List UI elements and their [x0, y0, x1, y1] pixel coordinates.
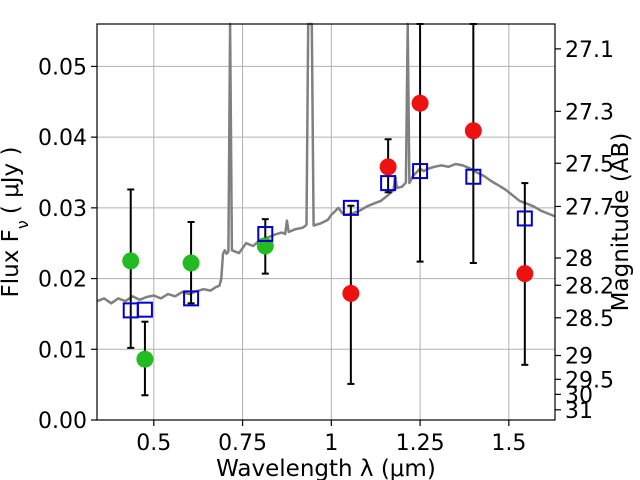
spectrum-line — [96, 22, 556, 305]
mag-tick-label: 29 — [565, 345, 593, 370]
flux-point — [122, 252, 140, 270]
model-point — [380, 175, 397, 192]
x-axis-label: Wavelength λ (μm) — [216, 456, 436, 480]
mag-tick-label: 30 — [565, 383, 593, 408]
x-tick-label: 1 — [324, 431, 338, 456]
y-tick-label: 0.03 — [38, 197, 87, 222]
y-tick-label: 0.01 — [38, 338, 87, 363]
y-axis-label-main: Flux F — [0, 229, 24, 297]
flux-point — [136, 350, 154, 368]
model-point — [183, 290, 200, 307]
mag-tick-label: 29.5 — [565, 368, 614, 393]
spectrum-layer — [96, 22, 556, 305]
mag-tick-label: 27.3 — [565, 100, 614, 125]
error-bars — [127, 23, 529, 397]
axis-ticks: 0.5 0.75 1 1.25 1.5 0.00 0.01 0.02 0.03 0.04 0.05 2… — [38, 38, 614, 456]
y-tick-label: 0.02 — [38, 268, 87, 293]
mag-tick-label: 27.5 — [565, 152, 614, 177]
x-tick-label: 1.5 — [491, 431, 526, 456]
mag-tick-label: 27.1 — [565, 38, 614, 63]
model-point — [412, 163, 429, 180]
flux-point — [516, 265, 534, 283]
data-markers — [122, 94, 534, 368]
y-tick-label: 0.00 — [38, 409, 87, 434]
model-point — [516, 210, 533, 227]
flux-point — [464, 122, 482, 140]
model-point — [257, 226, 274, 243]
y-axis-label-unit: ( μJy ) — [0, 147, 24, 215]
x-tick-label: 0.5 — [136, 431, 171, 456]
flux-point — [182, 254, 200, 272]
mag-tick-label: 31 — [565, 399, 593, 424]
model-point — [136, 301, 153, 318]
flux-point — [379, 158, 397, 176]
x-tick-label: 0.75 — [218, 431, 267, 456]
mag-tick-label: 28 — [565, 247, 593, 272]
y-axis-label: Flux Fν ( μJy ) — [0, 147, 32, 298]
y-axis-label-subscript: ν — [13, 220, 32, 229]
x-tick-label: 1.25 — [396, 431, 445, 456]
model-point — [342, 199, 359, 216]
y-tick-label: 0.05 — [38, 55, 87, 80]
flux-point — [411, 94, 429, 112]
mag-tick-label: 28.2 — [565, 274, 614, 299]
y-tick-label: 0.04 — [38, 126, 87, 151]
mag-tick-label: 28.5 — [565, 307, 614, 332]
flux-point — [342, 284, 360, 302]
model-point — [465, 168, 482, 185]
right-axis-label: Magnitude (AB) — [608, 133, 634, 312]
mag-tick-label: 27.7 — [565, 195, 614, 220]
plot-frame — [96, 23, 556, 421]
